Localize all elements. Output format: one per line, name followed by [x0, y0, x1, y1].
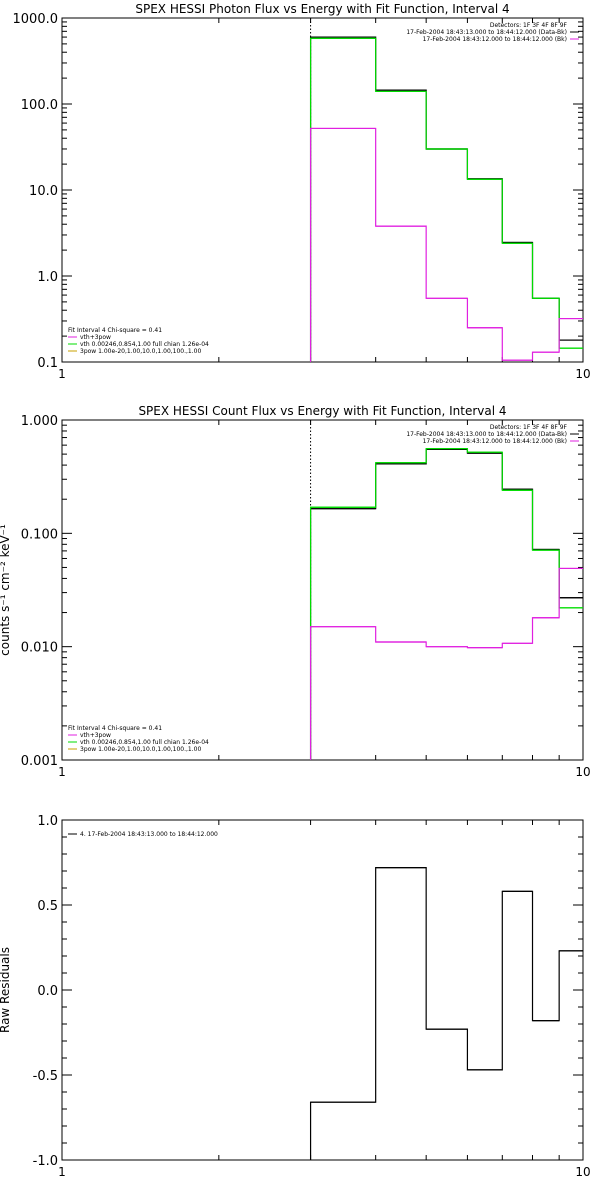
series-line [309, 567, 583, 760]
legend-top-text: 17-Feb-2004 18:43:12.000 to 18:44:12.000… [423, 36, 567, 43]
series-line [309, 127, 583, 362]
axes-frame [61, 17, 584, 363]
series-line [309, 37, 583, 362]
x-tick-label: 10 [575, 367, 590, 381]
legend-bottom-text: 3pow 1.00e-20,1.00,10.0,1.00,100.,1.00 [80, 348, 201, 355]
y-axis-label: Raw Residuals [0, 947, 12, 1033]
series-line [309, 867, 583, 1160]
series-2 [309, 447, 583, 760]
legend-bottom-text: vth 0.00246,0.854,1.00 full chian 1.26e-… [80, 341, 209, 348]
x-tick-label: 1 [58, 1165, 66, 1179]
legend-bottom-text: vth+3pow [80, 732, 111, 739]
legend-text: 4. 17-Feb-2004 18:43:13.000 to 18:44:12.… [80, 831, 218, 838]
plot-area [309, 420, 583, 760]
x-tick-label: 10 [575, 1165, 590, 1179]
y-tick-label: 0.1 [37, 356, 58, 371]
legend-top-text: 17-Feb-2004 18:43:13.000 to 18:44:12.000… [406, 29, 567, 36]
plot-area [309, 18, 583, 362]
legend-bottom-text: Fit Interval 4 Chi-square = 0.41 [68, 725, 162, 732]
axes-frame [61, 819, 584, 1161]
y-tick-label: 1.000 [21, 414, 58, 429]
y-tick-label: -0.5 [33, 1069, 58, 1084]
y-tick-label: 1000.0 [13, 12, 59, 27]
series-3 [309, 127, 583, 362]
y-tick-label: 0.0 [37, 984, 58, 999]
panel-1: SPEX HESSI Photon Flux vs Energy with Fi… [13, 2, 591, 381]
y-axis-label: counts s⁻¹ cm⁻² keV⁻¹ [0, 524, 12, 656]
panel-3: Raw Residuals 1 10 -1.0 -0.5 0.0 0.5 1.0 4. 17-F… [0, 814, 591, 1179]
series-line [309, 36, 583, 362]
y-tick-label: 0.010 [21, 641, 58, 656]
y-tick-label: -1.0 [33, 1154, 58, 1169]
legend-bottom-text: vth 0.00246,0.854,1.00 full chian 1.26e-… [80, 739, 209, 746]
legend-bottom-text: Fit Interval 4 Chi-square = 0.41 [68, 327, 162, 334]
series-line [309, 447, 583, 760]
y-tick-label: 0.001 [21, 754, 58, 769]
series-line [309, 448, 583, 760]
panel-2: SPEX HESSI Count Flux vs Energy with Fit… [0, 404, 591, 779]
y-tick-label: 1.0 [37, 814, 58, 829]
x-tick-label: 10 [575, 765, 590, 779]
legend-top-text: Detectors: 1F 3F 4F 8F 9F [490, 424, 568, 431]
legend-top-text: 17-Feb-2004 18:43:13.000 to 18:44:12.000… [406, 431, 567, 438]
plot-area [309, 866, 583, 1160]
chart-title: SPEX HESSI Photon Flux vs Energy with Fi… [135, 2, 509, 16]
series-1 [309, 866, 583, 1160]
y-tick-label: 0.100 [21, 527, 58, 542]
x-tick-label: 1 [58, 765, 66, 779]
legend-top-text: Detectors: 1F 3F 4F 8F 9F [490, 22, 568, 29]
y-tick-label: 0.5 [37, 899, 58, 914]
series-1 [309, 36, 583, 362]
y-tick-label: 1.0 [37, 270, 58, 285]
y-tick-label: 10.0 [29, 184, 58, 199]
chart-title: SPEX HESSI Count Flux vs Energy with Fit… [138, 404, 506, 418]
y-tick-label: 100.0 [21, 98, 58, 113]
series-3 [309, 567, 583, 760]
legend-top-text: 17-Feb-2004 18:43:12.000 to 18:44:12.000… [423, 438, 567, 445]
axes-frame [61, 419, 584, 761]
legend-bottom-text: vth+3pow [80, 334, 111, 341]
series-2 [309, 37, 583, 362]
legend-bottom-text: 3pow 1.00e-20,1.00,10.0,1.00,100.,1.00 [80, 746, 201, 753]
series-1 [309, 448, 583, 760]
x-tick-label: 1 [58, 367, 66, 381]
